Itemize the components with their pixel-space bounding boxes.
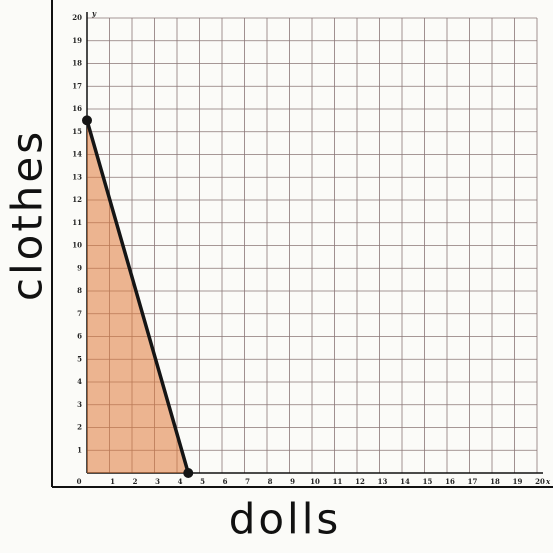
y-tick-label: 7 xyxy=(77,309,82,318)
y-tick-label: 19 xyxy=(72,36,82,45)
x-tick-label: 12 xyxy=(355,477,365,486)
x-tick-label: 8 xyxy=(268,477,273,486)
paper xyxy=(0,0,553,553)
y-tick-label: 13 xyxy=(72,172,82,181)
x-tick-label: 3 xyxy=(155,477,160,486)
y-tick-label: 3 xyxy=(77,400,82,409)
x-tick-label: 7 xyxy=(245,477,250,486)
y-tick-label: 2 xyxy=(77,423,82,432)
x-tick-label: 14 xyxy=(400,477,410,486)
y-tick-label: 14 xyxy=(72,150,82,159)
point xyxy=(82,115,92,125)
y-tick-label: 9 xyxy=(77,263,82,272)
x-tick-label: 10 xyxy=(310,477,320,486)
x-axis-title: dolls xyxy=(229,495,342,544)
x-tick-label: 17 xyxy=(468,477,478,486)
y-tick-label: 12 xyxy=(72,195,82,204)
x-tick-label: 20 xyxy=(535,477,545,486)
y-tick-label: 20 xyxy=(72,13,82,22)
x-tick-label: 16 xyxy=(445,477,455,486)
y-tick-label: 11 xyxy=(72,218,82,227)
y-tick-label: 5 xyxy=(77,354,82,363)
chart: clothes dolls 01234567891011121314151617… xyxy=(0,0,553,553)
x-tick-label: 11 xyxy=(333,477,343,486)
y-axis-title: clothes xyxy=(3,129,52,301)
x-tick-label: 5 xyxy=(200,477,205,486)
x-tick-label: 18 xyxy=(490,477,500,486)
x-tick-label: 6 xyxy=(223,477,228,486)
x-tick-label: 4 xyxy=(178,477,183,486)
x-tick-label: 1 xyxy=(110,477,115,486)
x-tick-label: 0 xyxy=(77,477,82,486)
x-tick-label: 19 xyxy=(513,477,523,486)
y-tick-label: 6 xyxy=(77,332,82,341)
point xyxy=(183,468,193,478)
x-tick-label: 2 xyxy=(133,477,138,486)
y-tick-label: 8 xyxy=(77,286,82,295)
x-tick-label: 15 xyxy=(423,477,433,486)
x-tick-label: 9 xyxy=(290,477,295,486)
y-tick-label: 15 xyxy=(72,127,82,136)
x-axis-name: x xyxy=(545,477,551,486)
y-tick-label: 17 xyxy=(72,81,82,90)
y-tick-label: 18 xyxy=(72,59,82,68)
y-tick-label: 10 xyxy=(72,241,82,250)
y-tick-label: 1 xyxy=(77,445,82,454)
y-tick-label: 4 xyxy=(77,377,82,386)
y-tick-label: 16 xyxy=(72,104,82,113)
x-tick-label: 13 xyxy=(378,477,388,486)
